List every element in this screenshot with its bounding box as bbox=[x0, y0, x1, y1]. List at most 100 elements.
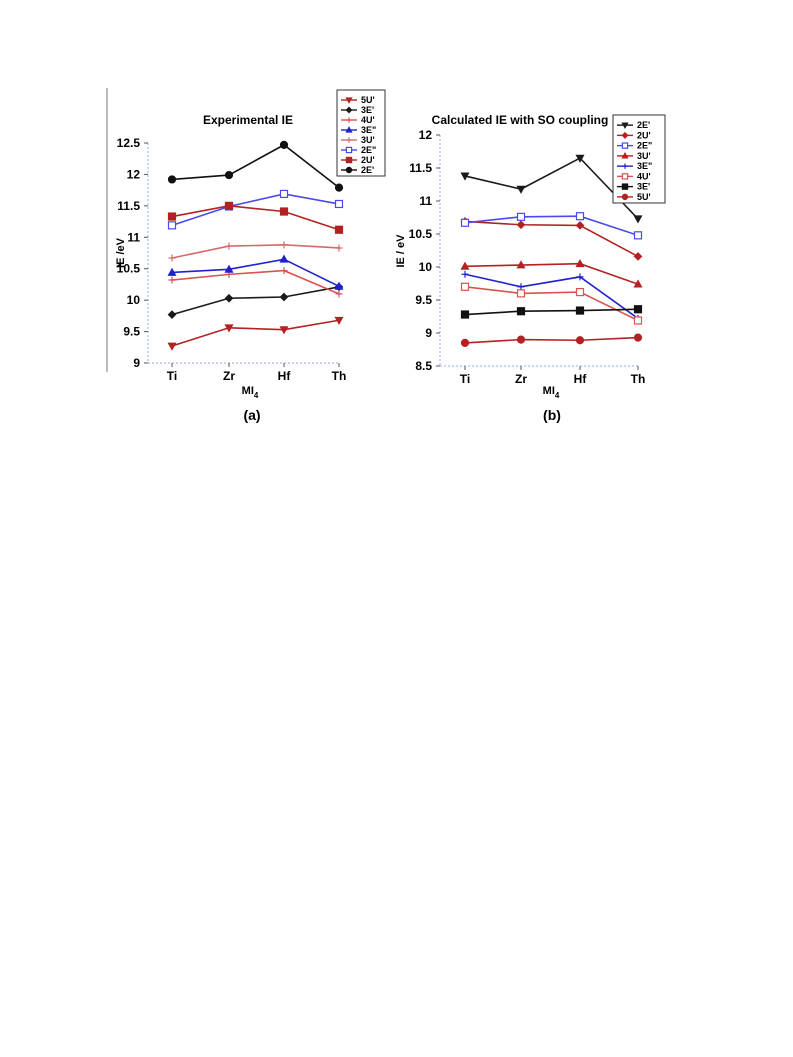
series-line bbox=[171, 286, 340, 316]
x-axis-label-main: MI bbox=[543, 385, 555, 397]
legend-label: 3E" bbox=[637, 161, 652, 171]
panel-label: (a) bbox=[243, 407, 260, 423]
data-point bbox=[279, 326, 289, 335]
y-tick-label: 9 bbox=[133, 356, 140, 370]
legend-label: 4U' bbox=[637, 171, 651, 181]
series-line bbox=[171, 258, 340, 288]
legend-box bbox=[612, 114, 666, 204]
data-point bbox=[633, 316, 643, 325]
legend-marker bbox=[621, 183, 629, 190]
series-3 bbox=[460, 258, 643, 288]
data-point bbox=[516, 212, 526, 221]
data-point bbox=[460, 310, 470, 319]
data-point bbox=[633, 215, 643, 224]
x-axis-label-subscript: 4 bbox=[555, 391, 560, 400]
y-tick-label: 12.5 bbox=[117, 136, 141, 150]
x-tick-label: Hf bbox=[574, 372, 588, 386]
series-2 bbox=[460, 212, 643, 240]
x-axis-label: MI4 bbox=[242, 385, 259, 400]
data-point bbox=[167, 212, 177, 221]
series-0 bbox=[167, 316, 344, 351]
legend-marker bbox=[345, 146, 353, 154]
data-point bbox=[633, 231, 643, 240]
y-axis-label: IE /eV bbox=[115, 237, 127, 268]
series-7 bbox=[460, 333, 643, 347]
legend-label: 3U' bbox=[637, 151, 651, 161]
legend-label: 2U' bbox=[361, 155, 375, 165]
legend-label: 4U' bbox=[361, 115, 375, 125]
series-1 bbox=[460, 217, 643, 261]
chart-panel-0: 9 9.5 10 10.5 11 11.5 12 12.5 Ti Zr Hf Th Experiment… bbox=[106, 88, 386, 423]
legend-marker bbox=[345, 166, 353, 174]
series-line bbox=[464, 336, 639, 344]
data-point bbox=[461, 270, 469, 278]
data-point bbox=[334, 183, 344, 192]
data-point bbox=[279, 254, 289, 263]
y-axis-label: IE / eV bbox=[395, 234, 407, 268]
data-point bbox=[633, 305, 643, 314]
series-line bbox=[464, 273, 639, 320]
y-tick-label: 11.5 bbox=[409, 161, 432, 175]
legend-label: 2U' bbox=[637, 130, 651, 140]
data-point bbox=[633, 252, 643, 261]
data-point bbox=[460, 338, 470, 347]
data-point bbox=[279, 207, 289, 216]
data-point bbox=[460, 261, 470, 270]
legend-marker bbox=[346, 117, 352, 123]
chart-title: Experimental IE bbox=[203, 113, 293, 127]
data-point bbox=[516, 260, 526, 269]
data-point bbox=[335, 244, 343, 252]
x-axis-label-main: MI bbox=[242, 385, 254, 397]
chart-title: Calculated IE with SO coupling bbox=[432, 113, 609, 127]
y-tick-label: 9.5 bbox=[415, 293, 432, 307]
legend-marker bbox=[621, 142, 629, 149]
legend-marker bbox=[622, 163, 628, 169]
series-line bbox=[464, 220, 639, 258]
y-tick-label: 10.5 bbox=[117, 262, 141, 276]
y-tick-label: 10.5 bbox=[409, 227, 433, 241]
data-point bbox=[167, 267, 177, 276]
series-line bbox=[171, 205, 340, 231]
x-tick-label: Ti bbox=[167, 369, 177, 383]
legend-marker bbox=[345, 126, 353, 133]
series-2 bbox=[168, 267, 343, 298]
data-point bbox=[633, 279, 643, 288]
y-tick-label: 11 bbox=[127, 230, 140, 244]
data-point bbox=[575, 154, 585, 163]
legend-marker bbox=[621, 173, 629, 180]
y-tick-label: 12 bbox=[127, 167, 141, 181]
legend-marker bbox=[621, 152, 629, 159]
chart-panel-1: 8.5 9 9.5 10 10.5 11 11.5 12 Ti Zr Hf Th Calculated … bbox=[395, 113, 666, 423]
series-0 bbox=[460, 154, 643, 224]
legend-label: 3E' bbox=[361, 105, 374, 115]
series-line bbox=[171, 319, 340, 347]
y-tick-label: 9.5 bbox=[123, 325, 140, 339]
data-point bbox=[279, 292, 289, 302]
legend-label: 3E' bbox=[637, 182, 650, 192]
legend-label: 3U' bbox=[361, 135, 375, 145]
x-tick-label: Th bbox=[332, 369, 347, 383]
series-5 bbox=[460, 282, 643, 325]
series-line bbox=[464, 157, 639, 220]
legend-box bbox=[336, 89, 386, 177]
data-point bbox=[516, 220, 526, 230]
series-4 bbox=[168, 241, 343, 262]
y-tick-label: 10 bbox=[127, 293, 141, 307]
legend-label: 2E" bbox=[637, 141, 652, 151]
legend-marker bbox=[345, 97, 353, 104]
series-line bbox=[171, 244, 340, 259]
data-point bbox=[575, 336, 585, 345]
data-point bbox=[280, 241, 288, 249]
data-point bbox=[516, 335, 526, 344]
data-point bbox=[168, 276, 176, 284]
data-point bbox=[460, 172, 470, 181]
series-line bbox=[171, 193, 340, 227]
series-line bbox=[464, 286, 639, 322]
y-tick-label: 10 bbox=[419, 260, 433, 274]
x-tick-label: Th bbox=[631, 372, 646, 386]
data-point bbox=[633, 333, 643, 342]
legend-label: 2E' bbox=[637, 120, 650, 130]
x-axis-label: MI4 bbox=[543, 385, 560, 400]
data-point bbox=[517, 283, 525, 291]
